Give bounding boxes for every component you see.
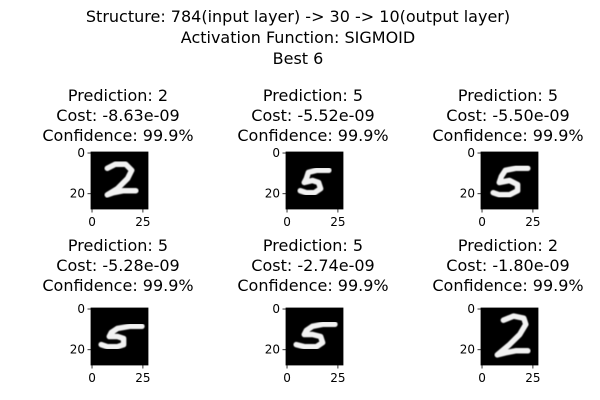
y-tick-label: 0 <box>467 302 475 316</box>
axes-frame <box>285 307 344 366</box>
panel-confidence: Confidence: 99.9% <box>42 276 193 295</box>
digit-stroke <box>494 313 531 358</box>
x-tick-label: 0 <box>283 215 291 229</box>
suptitle-line-3: Best 6 <box>273 49 324 68</box>
panel-prediction: Prediction: 5 <box>68 236 168 255</box>
panel-confidence: Confidence: 99.9% <box>432 126 583 145</box>
axes-frame <box>285 151 344 210</box>
y-tick-label: 20 <box>265 343 280 357</box>
panel-cost: Cost: -5.52e-09 <box>251 106 374 125</box>
x-tick-label: 25 <box>525 215 540 229</box>
x-tick-label: 25 <box>330 371 345 385</box>
x-tick-label: 0 <box>478 371 486 385</box>
x-tick-label: 25 <box>135 215 150 229</box>
panel-prediction: Prediction: 5 <box>263 236 363 255</box>
y-tick-label: 20 <box>70 187 85 201</box>
axes-frame <box>90 151 149 210</box>
figure-suptitle: Structure: 784(input layer) -> 30 -> 10(… <box>86 7 510 68</box>
panel-cost: Cost: -5.28e-09 <box>56 256 179 275</box>
panel-prediction: Prediction: 2 <box>68 86 168 105</box>
x-tick-label: 25 <box>525 371 540 385</box>
axes-frame <box>480 307 539 366</box>
panel-confidence: Confidence: 99.9% <box>42 126 193 145</box>
digit-stroke <box>297 167 332 196</box>
y-tick-label: 0 <box>467 146 475 160</box>
panel-prediction: Prediction: 5 <box>458 86 558 105</box>
y-tick-label: 0 <box>272 302 280 316</box>
y-tick-label: 0 <box>77 302 85 316</box>
y-tick-label: 20 <box>265 187 280 201</box>
digit-stroke <box>490 165 531 198</box>
axes-frame <box>480 151 539 210</box>
panel-cost: Cost: -5.50e-09 <box>446 106 569 125</box>
y-tick-label: 0 <box>272 146 280 160</box>
suptitle-line-2: Activation Function: SIGMOID <box>181 28 415 47</box>
x-tick-label: 25 <box>330 215 345 229</box>
y-tick-label: 20 <box>460 343 475 357</box>
x-tick-label: 0 <box>88 371 96 385</box>
x-tick-label: 0 <box>283 371 291 385</box>
digit-stroke <box>104 161 139 198</box>
panel-confidence: Confidence: 99.9% <box>432 276 583 295</box>
y-tick-label: 20 <box>460 187 475 201</box>
digit-stroke <box>293 321 338 350</box>
panel-confidence: Confidence: 99.9% <box>237 126 388 145</box>
x-tick-label: 0 <box>88 215 96 229</box>
panel-prediction: Prediction: 5 <box>263 86 363 105</box>
panel-prediction: Prediction: 2 <box>458 236 558 255</box>
x-tick-label: 25 <box>135 371 150 385</box>
y-tick-label: 0 <box>77 146 85 160</box>
panel-cost: Cost: -2.74e-09 <box>251 256 374 275</box>
digit-image <box>91 152 148 209</box>
panel-confidence: Confidence: 99.9% <box>237 276 388 295</box>
x-tick-label: 0 <box>478 215 486 229</box>
suptitle-line-1: Structure: 784(input layer) -> 30 -> 10(… <box>86 7 510 26</box>
panel-cost: Cost: -8.63e-09 <box>56 106 179 125</box>
y-tick-label: 20 <box>70 343 85 357</box>
axes-frame <box>90 307 149 366</box>
panel-cost: Cost: -1.80e-09 <box>446 256 569 275</box>
digit-stroke <box>98 323 145 350</box>
